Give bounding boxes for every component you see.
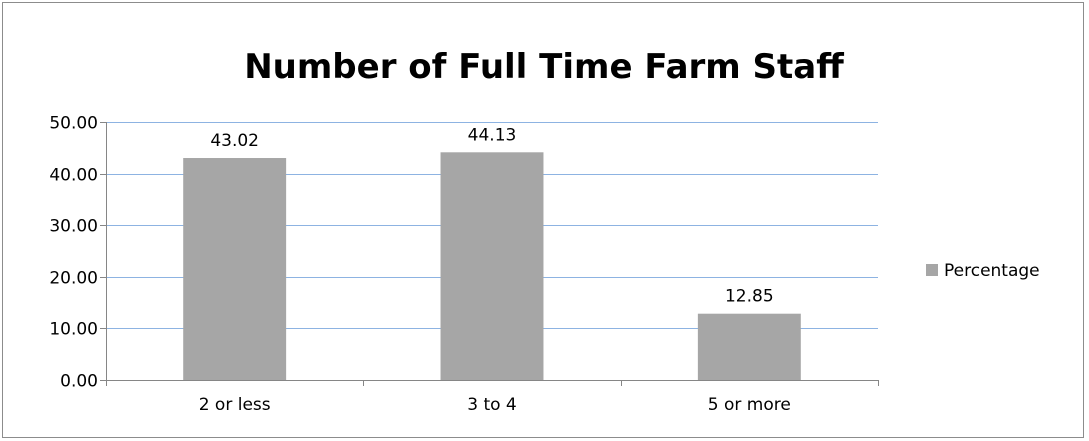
- y-tick-label: 10.00: [49, 320, 98, 340]
- x-category-label: 2 or less: [199, 395, 271, 415]
- bar: [697, 313, 801, 380]
- legend-label: Percentage: [944, 261, 1040, 281]
- x-category-label: 3 to 4: [467, 395, 517, 415]
- legend-swatch: [926, 264, 938, 276]
- x-category-label: 5 or more: [708, 395, 791, 415]
- data-label: 43.02: [210, 131, 259, 151]
- data-label: 12.85: [725, 287, 774, 307]
- chart-title: Number of Full Time Farm Staff: [244, 47, 844, 87]
- y-tick-label: 0.00: [60, 372, 98, 392]
- bar: [183, 158, 287, 380]
- bar: [440, 152, 544, 380]
- y-tick-label: 30.00: [49, 217, 98, 237]
- y-tick-label: 40.00: [49, 166, 98, 186]
- y-tick-label: 20.00: [49, 269, 98, 289]
- data-label: 44.13: [468, 125, 517, 145]
- y-tick-label: 50.00: [49, 114, 98, 134]
